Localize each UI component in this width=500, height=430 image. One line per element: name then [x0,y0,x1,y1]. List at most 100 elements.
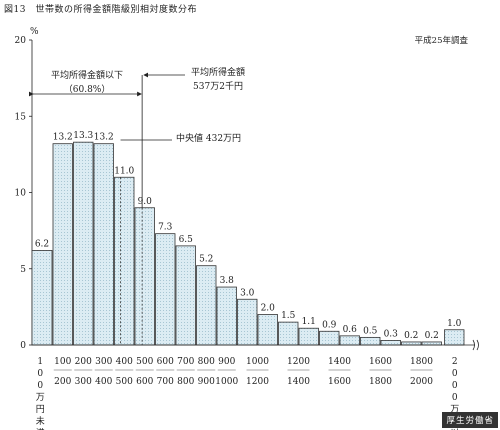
y-tick-label: 20 [15,36,27,46]
bar-value-label: 0.2 [425,331,439,341]
bar-value-label: 6.2 [35,239,49,249]
x-tick-label-upper: 800 [177,377,194,387]
bar-value-label: 1.0 [447,319,462,329]
x-tick-label-upper: 1000 [215,377,238,387]
bar [380,340,401,346]
bar-value-label: 1.1 [302,317,316,327]
x-tick-label-upper: 2000 [410,377,433,387]
below-mean-label: 平均所得金額以下 [51,69,123,81]
figure-title: 図13 世帯数の所得金額階級別相対度数分布 [4,5,197,15]
bar-value-label: 13.2 [94,133,114,143]
bar-value-label: 6.5 [179,235,194,245]
bar [175,245,196,346]
y-tick-label: 5 [20,265,26,275]
bar-value-label: 13.3 [73,131,93,141]
x-tick-label-lower: 200 [75,357,92,367]
bar [114,176,135,346]
bar-value-label: 13.2 [53,133,73,143]
x-tick-label-over-2000: 0 [452,393,458,403]
bar-value-label: 9.0 [138,197,153,207]
x-tick-label-lower: 1800 [410,357,433,367]
x-tick-label-lower: 500 [136,357,153,367]
bar [339,335,360,346]
bar [401,341,422,346]
y-tick-label: 10 [15,189,27,199]
x-tick-label-lower: 700 [177,357,194,367]
x-tick-label-under-100: 万 [36,393,45,403]
y-tick-label: 15 [15,112,27,122]
x-tick-label-over-2000: 0 [452,369,458,379]
bar-value-label: 0.5 [363,326,378,336]
bar [134,207,155,346]
bar [216,286,237,346]
x-tick-label-upper: 1200 [246,377,269,387]
bar [31,250,53,346]
value-labels: 6.2 13.2 13.3 13.2 11.0 9.0 7.3 6.5 5.2 3.8 3.0 2.0… [35,131,462,341]
x-tick-label-under-100: 0 [37,381,43,391]
bar [421,341,442,346]
x-tick-label-lower: 900 [218,357,235,367]
x-tick-label-lower: 1200 [287,357,310,367]
x-tick-label-upper: 200 [54,377,71,387]
bar-value-label: 0.6 [343,325,358,335]
bar [52,143,73,346]
bar [73,141,94,346]
bar-value-label: 7.3 [158,223,173,233]
bar [360,336,381,346]
y-axis-unit: % [30,27,39,37]
x-tick-label-lower: 600 [157,357,174,367]
bar [93,143,114,346]
below-mean-percent: （60.8%） [64,84,111,95]
bar-value-label: 1.5 [281,311,296,321]
mean-label: 平均所得金額 [191,66,245,78]
bar [237,298,258,346]
source-badge: 厚生労働省 [442,412,498,428]
bar-value-label: 0.9 [322,320,337,330]
x-tick-label-under-100: 1 [37,357,43,367]
x-tick-label-lower: 100 [54,357,71,367]
bar [444,329,465,346]
x-tick-label-upper: 900 [198,377,215,387]
x-tick-label-upper: 1800 [369,377,392,387]
median-label: 中央値 432万円 [176,132,241,144]
axis-break-icon [472,339,479,351]
bar-value-label: 5.2 [199,255,213,265]
bar-value-label: 3.0 [240,288,255,298]
x-tick-label-lower: 1000 [246,357,269,367]
x-tick-label-upper: 1400 [287,377,310,387]
x-tick-label-upper: 1600 [328,377,351,387]
x-tick-label-lower: 1600 [369,357,392,367]
x-tick-label-under-100: 0 [37,369,43,379]
bar-value-label: 3.8 [220,276,235,286]
x-tick-label-under-100: 満 [36,428,45,430]
x-tick-label-over-2000: 0 [452,381,458,391]
x-tick-label-upper: 600 [136,377,153,387]
x-tick-label-upper: 700 [157,377,174,387]
bar [278,321,299,346]
x-tick-label-upper: 400 [95,377,112,387]
x-axis: 100万円未満100200200300300400400500500600600… [32,339,479,430]
x-tick-label-lower: 1400 [328,357,351,367]
annotations: 平均所得金額以下 （60.8%） 平均所得金額 537万2千円 中央値 432万… [29,66,245,345]
x-tick-label-under-100: 未 [36,415,45,427]
x-tick-label-lower: 300 [95,357,112,367]
bar-value-label: 11.0 [114,166,134,176]
bar [196,265,217,346]
bar-value-label: 0.3 [384,329,399,339]
y-axis: 0 5 10 15 20 [15,36,33,351]
x-tick-label-over-2000: 2 [452,357,458,367]
x-tick-label-upper: 500 [116,377,133,387]
bar [319,330,340,346]
x-tick-label-under-100: 円 [36,404,45,415]
x-tick-label-lower: 800 [198,357,215,367]
x-tick-label-lower: 400 [116,357,133,367]
y-tick-label: 0 [20,341,26,351]
bar-value-label: 2.0 [261,304,276,314]
bar [257,314,278,346]
bar [155,233,176,346]
bar-value-label: 0.2 [404,331,418,341]
bars [31,141,465,346]
x-tick-label-upper: 300 [75,377,92,387]
bar [298,327,319,346]
